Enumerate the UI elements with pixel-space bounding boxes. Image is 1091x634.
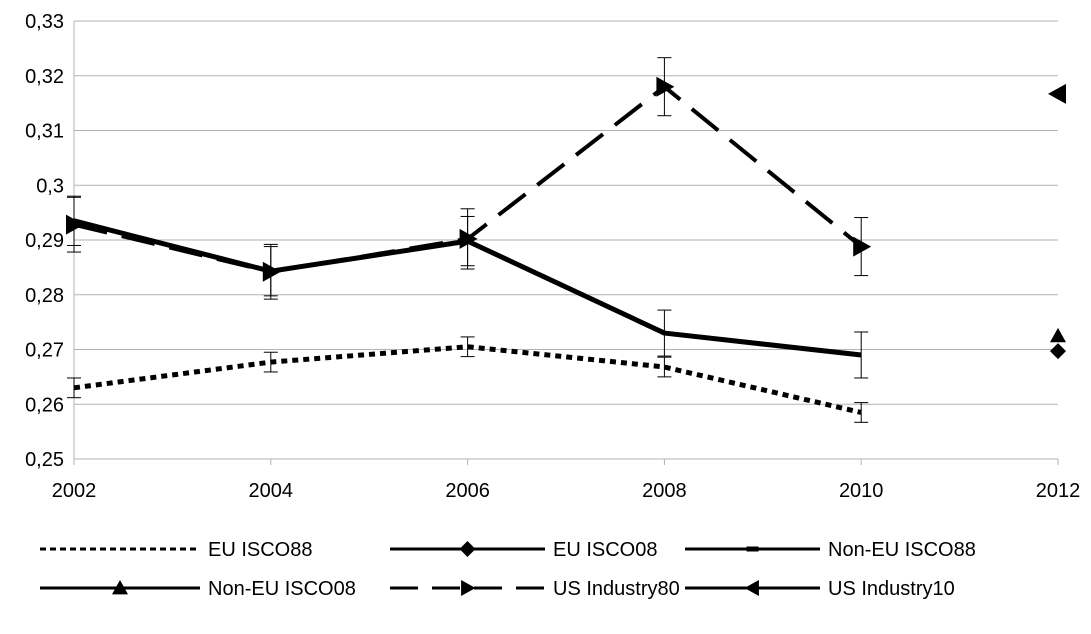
marker-diamond — [1050, 343, 1066, 360]
series-eu-isco88 — [67, 336, 869, 423]
marker-triangle-right — [853, 236, 872, 257]
y-tick-label: 0,29 — [25, 230, 64, 252]
series-us-industry10 — [1048, 83, 1066, 104]
marker-triangle-right — [461, 580, 476, 596]
legend-label: Non-EU ISCO88 — [828, 539, 976, 561]
legend-label: EU ISCO08 — [553, 539, 657, 561]
marker-triangle-up — [112, 580, 128, 595]
y-tick-label: 0,32 — [25, 66, 64, 88]
legend-item: Non-EU ISCO88 — [685, 539, 976, 561]
y-tick-label: 0,28 — [25, 285, 64, 307]
legend-item: US Industry80 — [390, 578, 680, 600]
y-axis-tick-labels: 0,25 0,26 0,27 0,28 0,29 0,3 0,31 0,32 0,33 — [25, 11, 64, 471]
legend-item: EU ISCO08 — [390, 539, 657, 561]
y-tick-label: 0,31 — [25, 121, 64, 143]
series-non-eu-isco08 — [1050, 327, 1066, 343]
y-tick-label: 0,27 — [25, 340, 64, 362]
marker-triangle-left — [1048, 83, 1066, 104]
legend-item: US Industry10 — [685, 578, 955, 600]
y-tick-label: 0,33 — [25, 11, 64, 33]
legend-label: US Industry80 — [553, 578, 680, 600]
marker-triangle-right — [656, 76, 675, 97]
legend: EU ISCO88 EU ISCO08 Non-EU ISCO88 Non-EU IS… — [40, 539, 976, 600]
legend-label: US Industry10 — [828, 578, 955, 600]
series-us-industry80 — [66, 57, 872, 300]
gridlines — [73, 20, 1059, 465]
x-tick-label: 2004 — [249, 480, 294, 502]
legend-label: Non-EU ISCO08 — [208, 578, 356, 600]
x-tick-label: 2002 — [52, 480, 97, 502]
x-tick-label: 2006 — [445, 480, 490, 502]
x-tick-label: 2008 — [642, 480, 687, 502]
marker-triangle-right — [459, 228, 478, 249]
series-line — [73, 344, 862, 415]
marker-triangle-left — [744, 580, 759, 596]
y-tick-label: 0,3 — [36, 175, 64, 197]
marker-triangle-right — [66, 214, 84, 235]
x-axis-tick-labels: 2002 2004 2006 2008 2010 2012 — [52, 480, 1081, 502]
marker-triangle-up — [1050, 327, 1066, 343]
marker-diamond — [459, 541, 476, 557]
legend-item: EU ISCO88 — [40, 539, 312, 561]
y-tick-label: 0,26 — [25, 394, 64, 416]
y-tick-label: 0,25 — [25, 449, 64, 471]
series-layer — [66, 57, 1066, 423]
x-tick-label: 2010 — [839, 480, 884, 502]
legend-label: EU ISCO88 — [208, 539, 312, 561]
legend-item: Non-EU ISCO08 — [40, 578, 356, 600]
x-tick-label: 2012 — [1036, 480, 1081, 502]
series-eu-isco08 — [1050, 343, 1066, 360]
marker-triangle-right — [262, 261, 281, 282]
